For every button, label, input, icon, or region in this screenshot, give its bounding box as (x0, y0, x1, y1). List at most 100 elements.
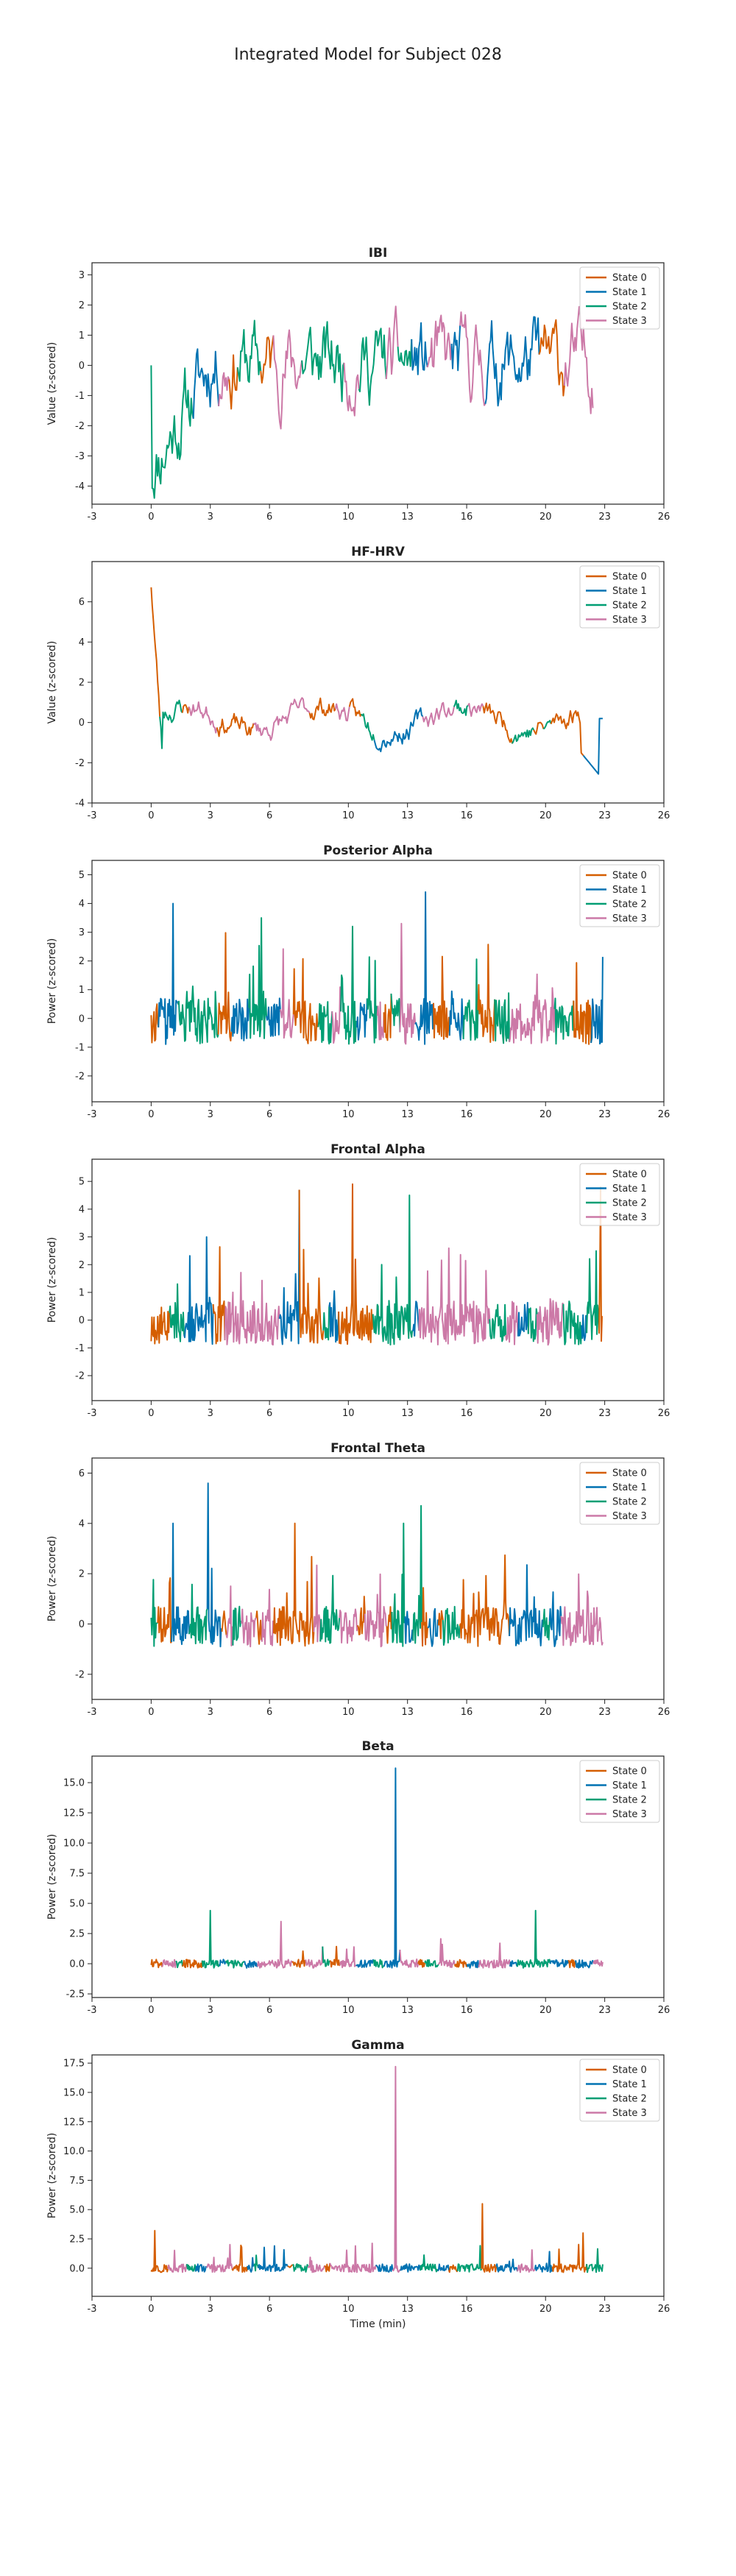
legend-box (579, 1760, 660, 1823)
x-tick-label: 20 (539, 2304, 552, 2315)
x-tick-label: 16 (461, 1109, 473, 1120)
series-line-state-0 (255, 1610, 263, 1645)
series-line-state-2 (462, 958, 479, 1041)
series-line-state-0 (182, 1958, 203, 1969)
series-line-state-3 (272, 329, 303, 430)
series-line-state-0 (386, 1606, 393, 1644)
series-line-state-1 (517, 1301, 529, 1337)
series-line-state-3 (459, 311, 486, 406)
legend-box (579, 1163, 660, 1226)
panel-title: IBI (369, 246, 388, 261)
series-line-state-3 (339, 1608, 358, 1644)
panel-title: Posterior Alpha (323, 843, 433, 858)
legend-label: State 3 (612, 316, 647, 327)
series-line-state-2 (562, 1301, 583, 1345)
y-tick-label: 0 (79, 1619, 85, 1630)
series-line-state-2 (453, 699, 469, 716)
x-tick-label: 0 (148, 810, 154, 821)
x-tick-label: 20 (539, 2005, 552, 2016)
series-line-state-2 (424, 1959, 439, 1968)
legend-label: State 1 (612, 287, 647, 298)
series-line-state-0 (228, 354, 238, 410)
series-line-state-0 (221, 1610, 227, 1635)
x-tick-label: -3 (88, 2005, 97, 2016)
y-tick-label: -4 (75, 799, 85, 810)
y-tick-label: 7.5 (69, 2176, 85, 2187)
series-line-state-0 (383, 994, 392, 1041)
x-tick-label: 10 (342, 512, 355, 523)
x-tick-label: 6 (266, 1109, 272, 1120)
series-line-state-1 (590, 957, 604, 1045)
legend-box (579, 266, 660, 330)
series-line-state-1 (412, 1301, 420, 1337)
y-tick-label: -2 (75, 421, 85, 432)
legend-label: State 0 (612, 572, 647, 583)
x-tick-label: 3 (208, 2005, 213, 2016)
series-line-state-2 (236, 319, 262, 383)
series-line-state-1 (230, 998, 250, 1041)
x-tick-label: 6 (266, 2304, 272, 2315)
series-line-state-2 (253, 2254, 260, 2272)
x-tick-label: 23 (598, 1707, 611, 1718)
x-tick-label: -3 (88, 810, 97, 821)
x-tick-label: 16 (461, 2304, 473, 2315)
series-line-state-3 (279, 948, 294, 1039)
legend-label: State 1 (612, 2079, 647, 2090)
series-line-state-0 (453, 1958, 468, 1968)
y-tick-label: 12.5 (63, 2117, 85, 2128)
series-line-state-1 (582, 718, 603, 775)
series-line-state-0 (272, 1522, 315, 1647)
series-line-state-2 (586, 2248, 604, 2274)
x-tick-label: 23 (598, 512, 611, 523)
x-tick-label: 10 (342, 1109, 355, 1120)
legend-label: State 3 (612, 913, 647, 924)
series-line-state-1 (373, 707, 424, 753)
y-tick-label: 5.0 (69, 1899, 85, 1910)
y-tick-label: 5 (79, 1177, 85, 1188)
series-line-state-0 (533, 721, 545, 735)
panel-posterior-alpha: Posterior Alpha-3 0 3 6 10 13 16 20 23 26-2-10123… (46, 843, 670, 1120)
x-tick-label: 23 (598, 810, 611, 821)
legend: State 0 State 1 State 2 State 3 (579, 864, 660, 927)
series-line-state-0 (291, 1950, 306, 1968)
panel-title: Frontal Theta (330, 1441, 425, 1456)
x-tick-label: 6 (266, 1408, 272, 1419)
y-tick-label: 12.5 (63, 1808, 85, 1819)
legend-label: State 0 (612, 1170, 647, 1181)
x-tick-label: 13 (401, 1408, 414, 1419)
series-line-state-1 (383, 1767, 401, 1969)
x-tick-label: -3 (88, 1408, 97, 1419)
series-line-state-3 (509, 973, 556, 1044)
series-line-state-2 (232, 1605, 243, 1646)
series-line-state-2 (397, 339, 413, 367)
x-tick-label: 10 (342, 1408, 355, 1419)
series-line-state-0 (287, 2264, 294, 2268)
x-tick-label: 26 (658, 810, 670, 821)
x-tick-label: -3 (88, 2304, 97, 2315)
series-line-state-1 (484, 316, 540, 407)
x-axis-label: Time (min) (349, 2318, 406, 2330)
series-line-state-2 (412, 1504, 423, 1644)
series-line-state-1 (278, 1189, 300, 1345)
legend-label: State 2 (612, 1795, 647, 1806)
x-tick-label: 3 (208, 2304, 213, 2315)
series-line-state-2 (319, 1574, 341, 1644)
axes-frame (91, 262, 665, 505)
x-tick-label: 3 (208, 1109, 213, 1120)
x-tick-label: 6 (266, 1707, 272, 1718)
series-line-state-2 (159, 699, 183, 749)
x-tick-label: 0 (148, 2304, 154, 2315)
y-tick-label: 3 (79, 927, 85, 938)
y-axis-label: Power (z-scored) (46, 1834, 58, 1920)
legend-label: State 2 (612, 2094, 647, 2105)
y-tick-label: 10.0 (63, 1839, 85, 1850)
x-tick-label: 13 (401, 2304, 414, 2315)
series-line-state-1 (158, 902, 180, 1045)
legend-label: State 0 (612, 1468, 647, 1479)
x-tick-label: 23 (598, 2005, 611, 2016)
y-tick-label: 1 (79, 330, 85, 342)
series-line-state-2 (340, 925, 358, 1045)
x-tick-label: 13 (401, 512, 414, 523)
series-line-state-2 (224, 1959, 245, 1969)
